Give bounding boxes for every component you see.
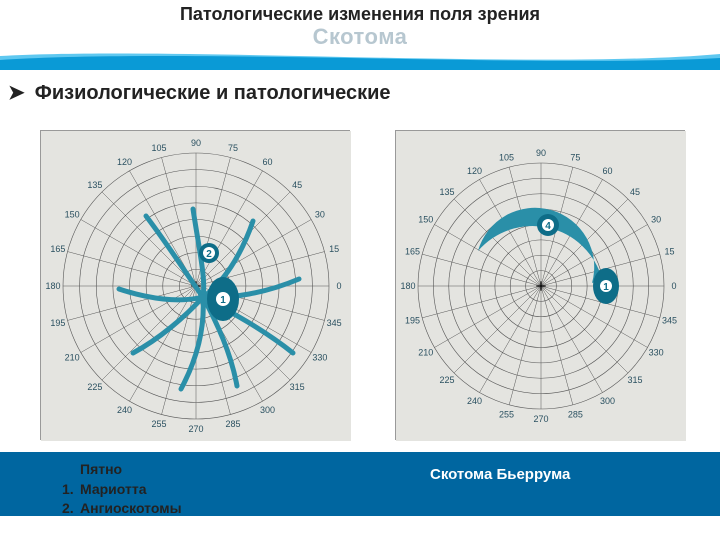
svg-text:225: 225 — [439, 375, 454, 385]
svg-text:2: 2 — [206, 249, 212, 260]
svg-text:330: 330 — [312, 353, 327, 363]
svg-text:0: 0 — [671, 281, 676, 291]
svg-text:120: 120 — [467, 166, 482, 176]
svg-text:120: 120 — [117, 157, 132, 167]
svg-text:270: 270 — [188, 424, 203, 434]
svg-text:270: 270 — [533, 414, 548, 424]
svg-text:240: 240 — [467, 396, 482, 406]
svg-text:75: 75 — [228, 143, 238, 153]
svg-text:285: 285 — [568, 409, 583, 419]
svg-text:210: 210 — [418, 348, 433, 358]
svg-text:1: 1 — [603, 282, 609, 293]
left-chart-panel: 0153045607590105120135150165180195210225… — [40, 130, 350, 440]
svg-text:30: 30 — [315, 210, 325, 220]
svg-text:180: 180 — [400, 281, 415, 291]
svg-text:225: 225 — [87, 382, 102, 392]
page-title: Патологические изменения поля зрения — [0, 4, 720, 25]
svg-text:90: 90 — [191, 138, 201, 148]
bullet-marker: ➤ — [8, 82, 25, 104]
svg-text:60: 60 — [262, 157, 272, 167]
svg-text:180: 180 — [45, 281, 60, 291]
svg-text:165: 165 — [50, 244, 65, 254]
svg-text:195: 195 — [405, 315, 420, 325]
wave-decoration — [0, 46, 720, 70]
svg-text:45: 45 — [630, 187, 640, 197]
svg-text:255: 255 — [151, 419, 166, 429]
svg-text:315: 315 — [628, 375, 643, 385]
svg-text:135: 135 — [439, 187, 454, 197]
svg-text:75: 75 — [570, 153, 580, 163]
svg-text:0: 0 — [336, 281, 341, 291]
svg-text:150: 150 — [65, 210, 80, 220]
svg-text:105: 105 — [151, 143, 166, 153]
svg-text:90: 90 — [536, 148, 546, 158]
right-chart-panel: 0 15 30 45 60 75 90 105 120 135 150 165 180 195 210 225… — [395, 130, 685, 440]
svg-text:30: 30 — [651, 215, 661, 225]
svg-text:195: 195 — [50, 318, 65, 328]
caption-right: Скотома Бьеррума — [430, 466, 570, 483]
svg-text:315: 315 — [290, 382, 305, 392]
svg-text:285: 285 — [225, 419, 240, 429]
svg-text:165: 165 — [405, 247, 420, 257]
bullet-row: ➤ Физиологические и патологические — [8, 80, 391, 105]
title-region: Патологические изменения поля зрения Ско… — [0, 0, 720, 64]
svg-text:240: 240 — [117, 405, 132, 415]
svg-text:255: 255 — [499, 409, 514, 419]
svg-text:150: 150 — [418, 215, 433, 225]
svg-text:330: 330 — [649, 348, 664, 358]
svg-text:1: 1 — [220, 295, 226, 306]
svg-text:300: 300 — [260, 405, 275, 415]
svg-text:60: 60 — [602, 166, 612, 176]
svg-text:105: 105 — [499, 153, 514, 163]
caption-left: 1.Пятно Мариотта 2.Ангиоскотомы — [62, 460, 98, 519]
svg-text:300: 300 — [600, 396, 615, 406]
svg-text:135: 135 — [87, 180, 102, 190]
svg-text:4: 4 — [545, 221, 551, 232]
svg-text:45: 45 — [292, 180, 302, 190]
svg-text:345: 345 — [662, 315, 677, 325]
svg-text:15: 15 — [329, 244, 339, 254]
bullet-text: Физиологические и патологические — [35, 82, 391, 104]
svg-text:15: 15 — [664, 247, 674, 257]
svg-text:345: 345 — [327, 318, 342, 328]
svg-text:210: 210 — [65, 353, 80, 363]
